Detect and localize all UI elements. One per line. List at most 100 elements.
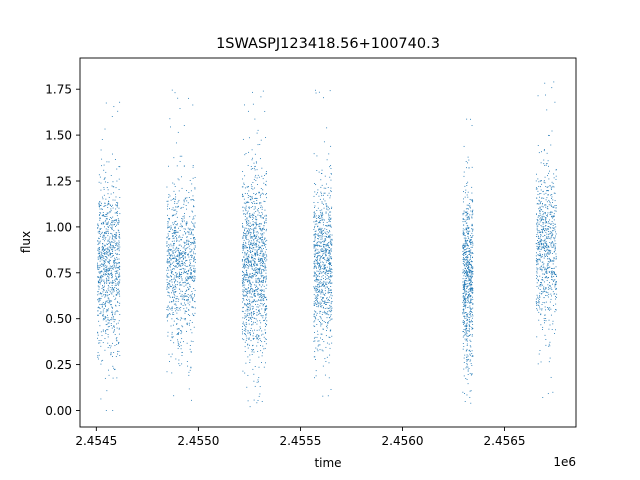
data-point — [252, 214, 254, 216]
data-point — [102, 243, 103, 244]
data-point — [100, 202, 102, 204]
data-point — [542, 203, 543, 205]
data-point — [330, 239, 332, 241]
data-point — [176, 318, 178, 319]
data-point — [467, 275, 469, 277]
data-point — [322, 257, 324, 259]
data-point — [325, 259, 327, 261]
data-point — [106, 214, 107, 215]
data-point — [250, 260, 252, 262]
data-point — [246, 294, 247, 296]
data-point — [110, 243, 111, 245]
data-point — [185, 228, 187, 230]
data-point — [177, 318, 179, 320]
data-point — [255, 284, 257, 286]
data-point — [259, 191, 260, 193]
data-point — [113, 352, 115, 353]
data-point — [254, 268, 256, 270]
data-point — [466, 283, 468, 285]
data-point — [175, 198, 176, 200]
data-point — [256, 271, 258, 273]
data-point — [173, 230, 175, 231]
data-point — [99, 256, 101, 258]
data-point — [538, 302, 540, 304]
data-point — [328, 235, 330, 236]
data-point — [194, 279, 196, 281]
data-point — [463, 315, 465, 317]
data-point — [465, 325, 467, 327]
data-point — [263, 270, 265, 272]
data-point — [314, 263, 315, 265]
data-point — [543, 266, 545, 268]
data-point — [247, 223, 249, 225]
data-point — [178, 363, 180, 365]
data-point — [108, 251, 110, 253]
data-point — [320, 316, 322, 318]
data-point — [180, 317, 182, 319]
data-point — [101, 274, 103, 276]
data-point — [171, 255, 173, 257]
data-point — [541, 239, 543, 241]
data-point — [258, 212, 260, 214]
data-point — [246, 258, 247, 260]
data-point — [316, 155, 318, 157]
data-point — [263, 265, 265, 267]
data-point — [117, 110, 119, 112]
data-point — [167, 221, 169, 223]
data-point — [99, 279, 100, 281]
data-point — [322, 218, 324, 220]
data-point — [323, 233, 324, 234]
data-point — [324, 312, 325, 314]
data-point — [262, 261, 264, 263]
data-point — [190, 254, 192, 256]
data-point — [244, 227, 246, 229]
data-point — [322, 235, 324, 237]
data-point — [254, 227, 256, 229]
data-point — [182, 221, 183, 223]
data-point — [470, 390, 472, 392]
data-point — [170, 339, 172, 341]
data-point — [253, 241, 255, 243]
data-point — [465, 161, 467, 163]
data-point — [245, 278, 247, 280]
data-point — [112, 288, 114, 290]
data-point — [185, 260, 187, 262]
data-point — [549, 212, 551, 214]
data-point — [553, 245, 554, 247]
data-point — [100, 312, 102, 314]
data-point — [103, 274, 104, 275]
data-point — [537, 194, 539, 196]
data-point — [471, 289, 473, 291]
data-point — [464, 305, 466, 306]
data-point — [471, 314, 473, 315]
data-point — [181, 279, 183, 281]
data-point — [313, 314, 315, 316]
data-point — [244, 266, 246, 268]
data-point — [466, 259, 467, 261]
data-point — [102, 245, 104, 247]
data-point — [249, 195, 251, 197]
data-point — [540, 200, 542, 202]
data-point — [187, 273, 189, 275]
data-point — [315, 311, 317, 313]
data-point — [105, 253, 107, 255]
data-point — [103, 169, 105, 171]
data-point — [111, 310, 113, 312]
data-point — [314, 280, 316, 282]
data-point — [98, 271, 100, 273]
data-point — [168, 254, 170, 256]
data-point — [318, 215, 320, 216]
data-point — [321, 215, 323, 217]
data-point — [327, 232, 329, 234]
data-point — [252, 276, 254, 278]
data-point — [244, 264, 246, 266]
data-point — [106, 278, 108, 280]
data-point — [100, 277, 102, 279]
data-point — [466, 222, 468, 224]
data-point — [175, 209, 177, 211]
data-point — [247, 265, 249, 266]
data-point — [471, 225, 473, 227]
data-point — [249, 332, 251, 334]
data-point — [248, 284, 250, 286]
data-point — [470, 237, 472, 239]
